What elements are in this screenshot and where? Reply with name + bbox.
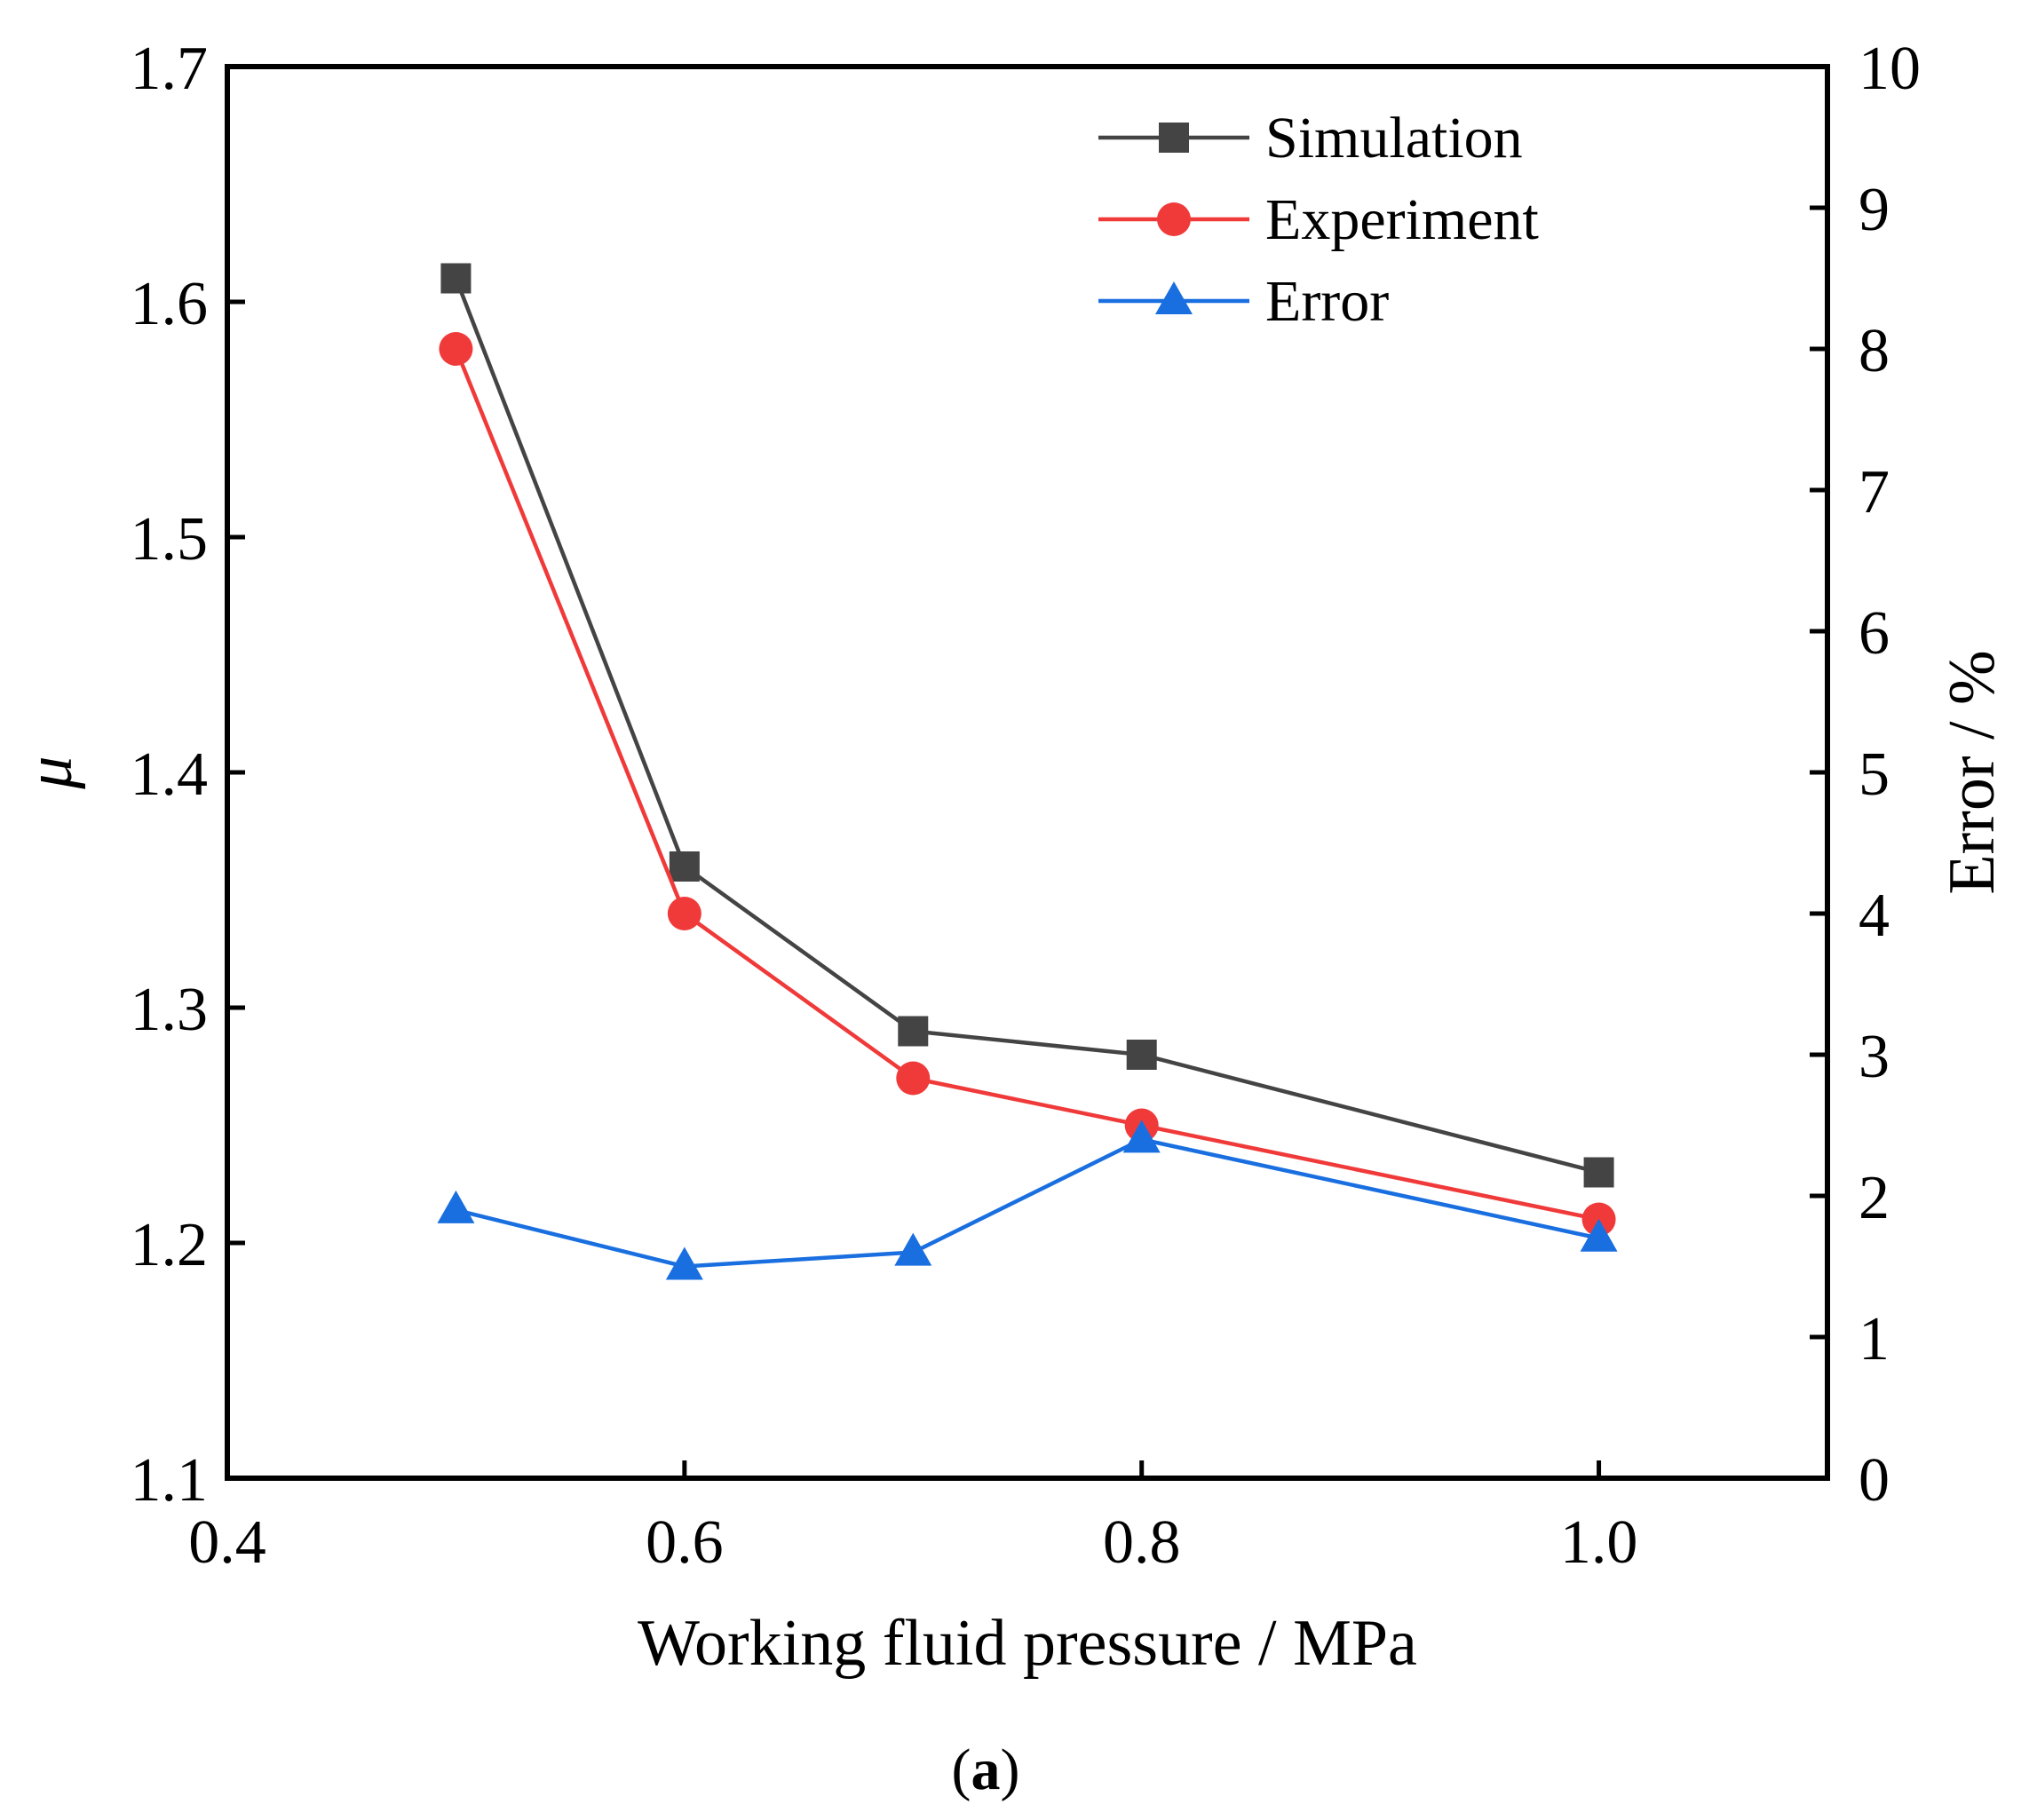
legend-marker <box>1159 123 1189 153</box>
data-point <box>667 897 701 930</box>
y2-tick-label: 4 <box>1859 882 1890 950</box>
panel-label-letter: a <box>971 1737 1001 1802</box>
data-point <box>439 332 473 366</box>
data-point <box>1122 1120 1161 1153</box>
series-line-experiment <box>454 348 1600 1222</box>
series-simulation <box>440 263 1614 1188</box>
series-experiment <box>439 332 1616 1237</box>
y-tick-label: 1.3 <box>131 976 209 1044</box>
y-tick-label: 1.2 <box>131 1211 209 1279</box>
y-tick-label: 1.7 <box>131 35 209 103</box>
data-point <box>1126 1040 1157 1070</box>
data-point <box>437 1190 475 1223</box>
legend: Simulation Experiment Error <box>1098 106 1539 334</box>
y-tick-label: 1.1 <box>131 1446 209 1515</box>
panel-label: (a) <box>952 1737 1020 1802</box>
x-tick-label: 0.6 <box>646 1508 724 1577</box>
legend-item-simulation: Simulation <box>1098 106 1523 170</box>
y2-tick-label: 3 <box>1859 1023 1890 1091</box>
data-point <box>896 1061 931 1096</box>
series-error <box>437 1120 1618 1280</box>
y-tick-label: 1.6 <box>131 270 209 338</box>
x-tick-label: 1.0 <box>1560 1508 1638 1577</box>
y2-tick-label: 7 <box>1859 458 1890 526</box>
y2-tick-label: 0 <box>1859 1446 1890 1515</box>
data-point <box>1583 1157 1614 1188</box>
x-tick-label: 0.8 <box>1103 1508 1181 1577</box>
y-tick-label: 1.4 <box>131 740 209 809</box>
y2-tick-label: 1 <box>1859 1305 1890 1373</box>
series-layer <box>437 263 1618 1280</box>
x-tick-label: 0.4 <box>188 1508 266 1577</box>
panel-label-close: ) <box>1001 1737 1020 1802</box>
y2-tick-label: 2 <box>1859 1164 1890 1232</box>
data-point <box>669 851 700 882</box>
y2-tick-label: 6 <box>1859 599 1890 668</box>
legend-marker <box>1157 202 1191 236</box>
data-point <box>1580 1218 1618 1252</box>
y2-tick-label: 9 <box>1859 176 1890 244</box>
panel-label-open: ( <box>952 1737 971 1802</box>
legend-label: Experiment <box>1265 187 1539 252</box>
series-line-error <box>455 1137 1600 1269</box>
series-line-simulation <box>454 277 1600 1175</box>
y2-axis-title: Error / % <box>1936 650 2009 894</box>
y-tick-label: 1.5 <box>131 505 209 574</box>
data-point <box>440 263 472 294</box>
y2-tick-label: 5 <box>1859 740 1890 809</box>
y2-tick-label: 8 <box>1859 317 1890 385</box>
legend-item-error: Error <box>1098 269 1389 334</box>
data-point <box>894 1232 932 1266</box>
y-axis-title: μ <box>13 756 86 789</box>
data-point <box>665 1246 703 1280</box>
legend-marker <box>1155 281 1193 314</box>
x-axis-title: Working fluid pressure / MPa <box>638 1607 1417 1680</box>
data-point <box>898 1016 929 1047</box>
legend-label: Simulation <box>1265 106 1523 170</box>
legend-label: Error <box>1265 269 1389 334</box>
y2-tick-label: 10 <box>1859 35 1921 103</box>
ticks-layer: 0.4 0.6 0.8 1.0 1.1 1.2 1.3 1.4 1.5 1.6 1.7 0 1 2 3 4 5 6… <box>131 35 1922 1577</box>
legend-item-experiment: Experiment <box>1098 187 1539 252</box>
